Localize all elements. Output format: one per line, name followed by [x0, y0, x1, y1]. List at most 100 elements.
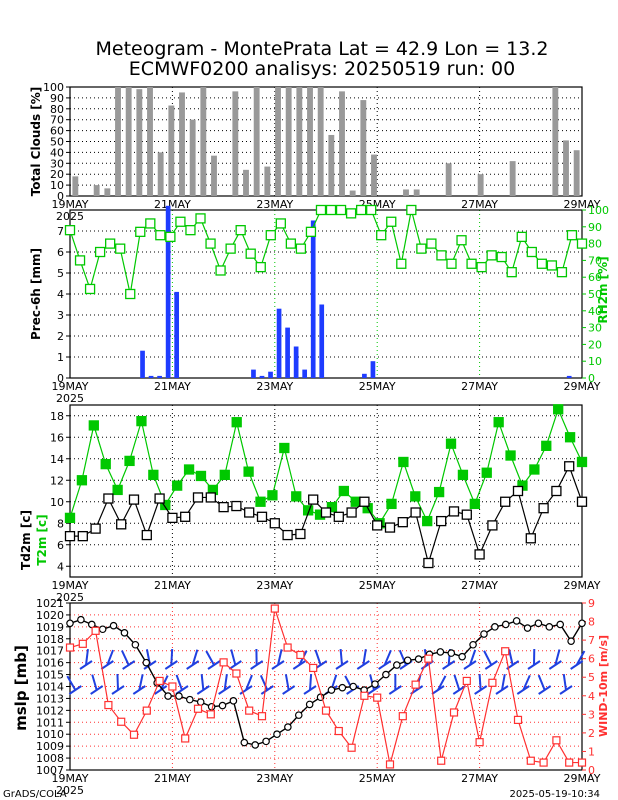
- wind-barb: [66, 675, 77, 691]
- wind-barb: [483, 650, 493, 666]
- t2m-point: [410, 491, 421, 502]
- mslp-point: [186, 695, 194, 704]
- wind-barb: [538, 685, 552, 695]
- wind-barb: [367, 685, 381, 695]
- wind-barb: [292, 660, 306, 670]
- y2-tick-label: 20: [588, 338, 602, 351]
- wind-point: [65, 643, 75, 652]
- wind-point: [513, 715, 523, 725]
- td2m-point: [205, 492, 216, 503]
- mslp-point: [414, 655, 423, 663]
- t2m-point: [529, 464, 540, 475]
- y-tick-label: 16: [50, 431, 64, 444]
- td2m-point: [128, 494, 140, 505]
- wind-barb: [154, 685, 168, 695]
- wind-point: [501, 647, 510, 656]
- mslp-point: [512, 617, 521, 625]
- x-tick-label: 29MAY: [564, 579, 601, 592]
- wind-barb: [260, 685, 274, 695]
- y2-tick-label: 6: [588, 653, 595, 666]
- t2m-point: [541, 440, 552, 452]
- wind-barb: [495, 685, 509, 695]
- td2m-point: [116, 519, 127, 530]
- wind-barb: [230, 649, 237, 666]
- rh-point: [386, 216, 397, 227]
- wind-barb: [537, 674, 546, 691]
- mslp-point: [349, 682, 358, 691]
- x-tick-label: 21MAY: [154, 198, 191, 211]
- wind-barb: [111, 685, 125, 695]
- cloud-bar: [403, 189, 409, 196]
- t2m-point: [422, 515, 433, 527]
- wind-barb: [120, 650, 130, 666]
- y-tick-label: 7: [57, 225, 64, 238]
- x-tick-label: 23MAY: [256, 198, 293, 211]
- rh-point: [526, 246, 537, 258]
- y-tick-label: 1007: [36, 764, 64, 777]
- y-tick-label: 4: [57, 288, 64, 301]
- t2m-point: [553, 404, 564, 415]
- wind-point: [104, 700, 113, 710]
- mslp-point: [327, 686, 336, 694]
- wind-barb: [143, 660, 157, 670]
- rh-point: [506, 267, 517, 278]
- y2-tick-label: 9: [588, 597, 595, 610]
- precip-bar: [566, 375, 572, 378]
- cloud-bar: [477, 174, 484, 196]
- wind-point: [155, 676, 164, 686]
- y-tick-label: 3: [57, 309, 64, 322]
- cloud-bar: [253, 87, 260, 196]
- y-tick-label: 30: [50, 157, 64, 170]
- y-axis-label: T2m [c]: [35, 514, 49, 565]
- wind-barb: [562, 674, 567, 691]
- wind-barb: [442, 660, 456, 670]
- t2m-point: [195, 470, 207, 482]
- y2-tick-label: 1: [588, 745, 595, 758]
- rh-point: [426, 238, 437, 249]
- cloud-bar: [168, 105, 175, 196]
- rh-point: [305, 226, 317, 237]
- cloud-bar: [104, 188, 111, 196]
- mslp-point: [120, 629, 129, 637]
- precip-bar: [302, 369, 308, 378]
- y-tick-label: 60: [50, 125, 64, 138]
- precip-bar: [259, 375, 265, 378]
- mslp-point: [251, 741, 259, 749]
- precip-bar: [165, 205, 171, 378]
- wind-barb: [186, 660, 200, 670]
- wind-barb: [554, 649, 561, 666]
- mslp-point: [164, 692, 172, 700]
- y-axis-label: RH2m [%]: [596, 256, 610, 323]
- mslp-point: [175, 692, 183, 700]
- wind-barb: [314, 649, 322, 666]
- wind-point: [398, 712, 407, 721]
- cloud-bar: [573, 150, 580, 196]
- rh-point: [94, 246, 106, 258]
- t2m-point: [493, 417, 504, 428]
- t2m-point: [231, 417, 242, 428]
- mslp-point: [458, 652, 466, 661]
- wind-point: [360, 691, 369, 700]
- y2-tick-label: 40: [588, 305, 602, 318]
- x-tick-label: 29MAY: [564, 380, 601, 393]
- wind-point: [449, 708, 459, 717]
- mslp-point: [480, 630, 488, 638]
- rh-point: [275, 218, 286, 229]
- wind-point: [142, 706, 151, 715]
- t2m-point: [148, 469, 159, 481]
- rh-point: [496, 251, 507, 263]
- t2m-point: [564, 432, 576, 443]
- wind-point: [424, 654, 433, 663]
- y-tick-label: 1021: [36, 597, 64, 610]
- t2m-point: [386, 498, 397, 510]
- td2m-point: [256, 511, 268, 522]
- wind-point: [78, 639, 87, 648]
- wind-barb: [90, 685, 104, 695]
- td2m-point: [384, 522, 396, 533]
- y-tick-label: 1020: [36, 609, 64, 622]
- td2m-point: [282, 529, 293, 541]
- t2m-point: [100, 458, 111, 470]
- precip-bar: [362, 373, 367, 378]
- wind-barb: [259, 674, 269, 691]
